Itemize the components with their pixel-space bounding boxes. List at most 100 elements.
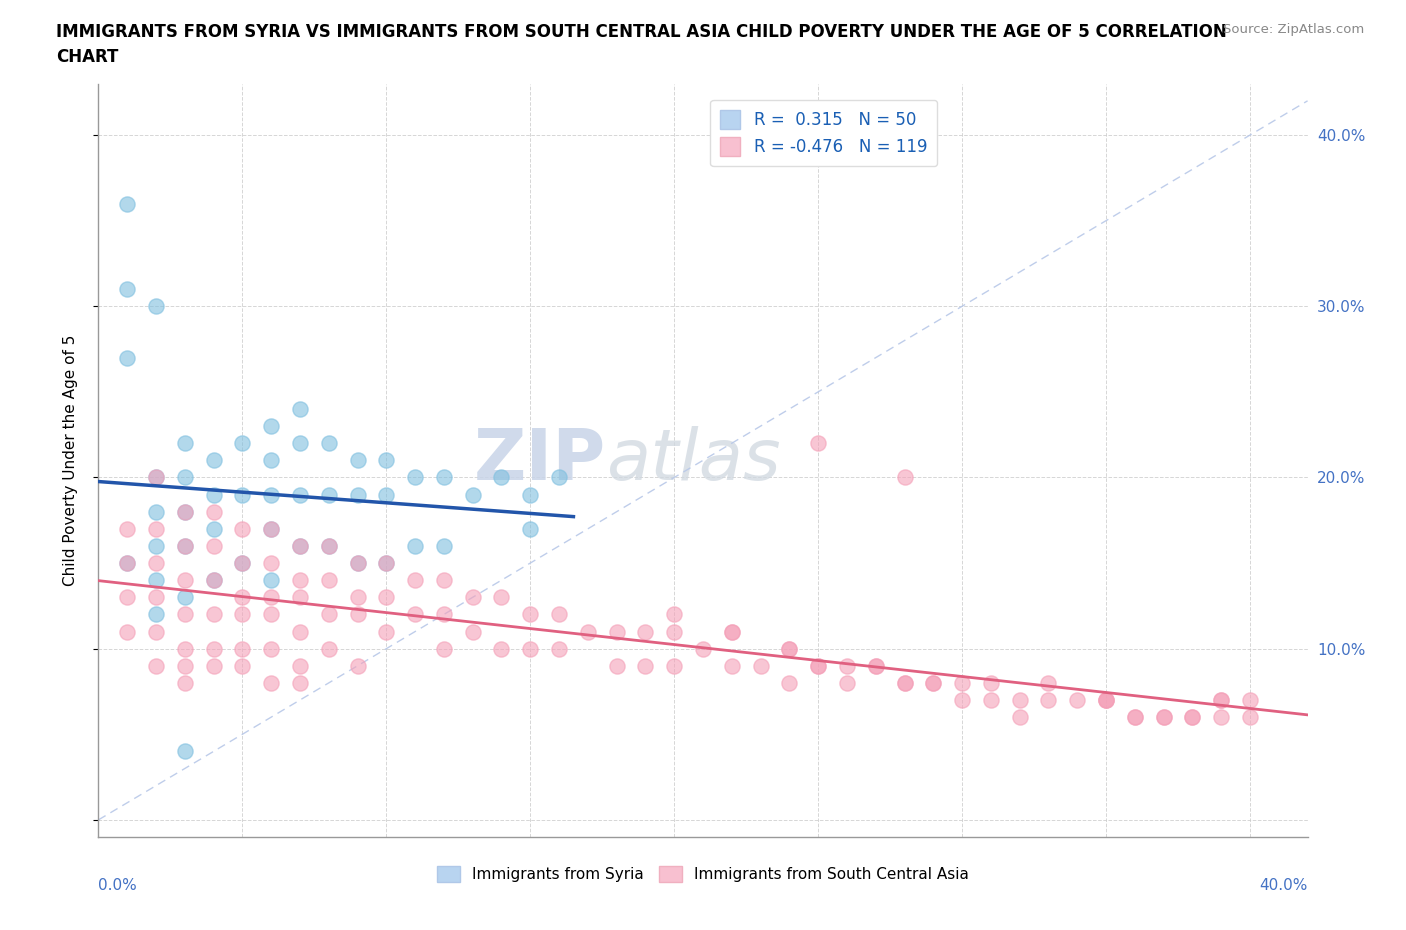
- Point: [145, 470, 167, 485]
- Point: [375, 453, 398, 468]
- Point: [980, 693, 1002, 708]
- Point: [288, 436, 311, 451]
- Point: [519, 487, 541, 502]
- Point: [115, 282, 138, 297]
- Point: [145, 522, 167, 537]
- Point: [288, 538, 311, 553]
- Point: [288, 675, 311, 690]
- Point: [173, 675, 195, 690]
- Point: [260, 590, 283, 604]
- Point: [115, 522, 138, 537]
- Point: [145, 538, 167, 553]
- Point: [288, 658, 311, 673]
- Point: [145, 590, 167, 604]
- Point: [115, 590, 138, 604]
- Text: CHART: CHART: [56, 48, 118, 66]
- Point: [231, 590, 253, 604]
- Point: [1211, 693, 1233, 708]
- Point: [1038, 693, 1060, 708]
- Point: [606, 624, 628, 639]
- Point: [260, 642, 283, 657]
- Point: [288, 624, 311, 639]
- Point: [318, 436, 340, 451]
- Point: [288, 590, 311, 604]
- Y-axis label: Child Poverty Under the Age of 5: Child Poverty Under the Age of 5: [63, 335, 77, 586]
- Point: [1211, 693, 1233, 708]
- Point: [318, 607, 340, 622]
- Point: [231, 436, 253, 451]
- Text: Source: ZipAtlas.com: Source: ZipAtlas.com: [1223, 23, 1364, 36]
- Point: [893, 675, 915, 690]
- Point: [231, 658, 253, 673]
- Point: [202, 573, 225, 588]
- Point: [288, 573, 311, 588]
- Point: [922, 675, 945, 690]
- Point: [778, 642, 800, 657]
- Point: [375, 590, 398, 604]
- Point: [288, 487, 311, 502]
- Point: [173, 504, 195, 519]
- Point: [519, 607, 541, 622]
- Point: [318, 642, 340, 657]
- Point: [260, 573, 283, 588]
- Point: [634, 624, 657, 639]
- Point: [145, 555, 167, 570]
- Point: [807, 436, 830, 451]
- Point: [807, 658, 830, 673]
- Point: [720, 624, 742, 639]
- Point: [461, 590, 484, 604]
- Point: [606, 658, 628, 673]
- Point: [749, 658, 772, 673]
- Point: [491, 590, 513, 604]
- Point: [1095, 693, 1118, 708]
- Point: [346, 487, 368, 502]
- Point: [835, 658, 858, 673]
- Point: [145, 658, 167, 673]
- Point: [433, 573, 456, 588]
- Point: [202, 538, 225, 553]
- Point: [404, 573, 426, 588]
- Point: [318, 487, 340, 502]
- Point: [145, 470, 167, 485]
- Point: [288, 538, 311, 553]
- Point: [1008, 693, 1031, 708]
- Point: [145, 299, 167, 313]
- Point: [173, 470, 195, 485]
- Point: [231, 607, 253, 622]
- Point: [346, 555, 368, 570]
- Point: [202, 522, 225, 537]
- Point: [1153, 710, 1175, 724]
- Point: [202, 658, 225, 673]
- Text: 0.0%: 0.0%: [98, 879, 138, 894]
- Point: [173, 658, 195, 673]
- Point: [778, 642, 800, 657]
- Point: [576, 624, 599, 639]
- Text: IMMIGRANTS FROM SYRIA VS IMMIGRANTS FROM SOUTH CENTRAL ASIA CHILD POVERTY UNDER : IMMIGRANTS FROM SYRIA VS IMMIGRANTS FROM…: [56, 23, 1227, 41]
- Point: [664, 607, 686, 622]
- Point: [115, 624, 138, 639]
- Point: [318, 538, 340, 553]
- Point: [318, 573, 340, 588]
- Point: [375, 555, 398, 570]
- Point: [145, 607, 167, 622]
- Point: [950, 675, 973, 690]
- Point: [1239, 693, 1261, 708]
- Point: [1038, 675, 1060, 690]
- Point: [231, 555, 253, 570]
- Point: [865, 658, 887, 673]
- Point: [1123, 710, 1146, 724]
- Point: [173, 607, 195, 622]
- Point: [433, 607, 456, 622]
- Text: atlas: atlas: [606, 426, 780, 495]
- Point: [260, 607, 283, 622]
- Point: [375, 555, 398, 570]
- Point: [491, 470, 513, 485]
- Point: [1095, 693, 1118, 708]
- Point: [346, 555, 368, 570]
- Text: ZIP: ZIP: [474, 426, 606, 495]
- Point: [260, 522, 283, 537]
- Point: [202, 487, 225, 502]
- Point: [231, 642, 253, 657]
- Point: [893, 470, 915, 485]
- Point: [548, 642, 571, 657]
